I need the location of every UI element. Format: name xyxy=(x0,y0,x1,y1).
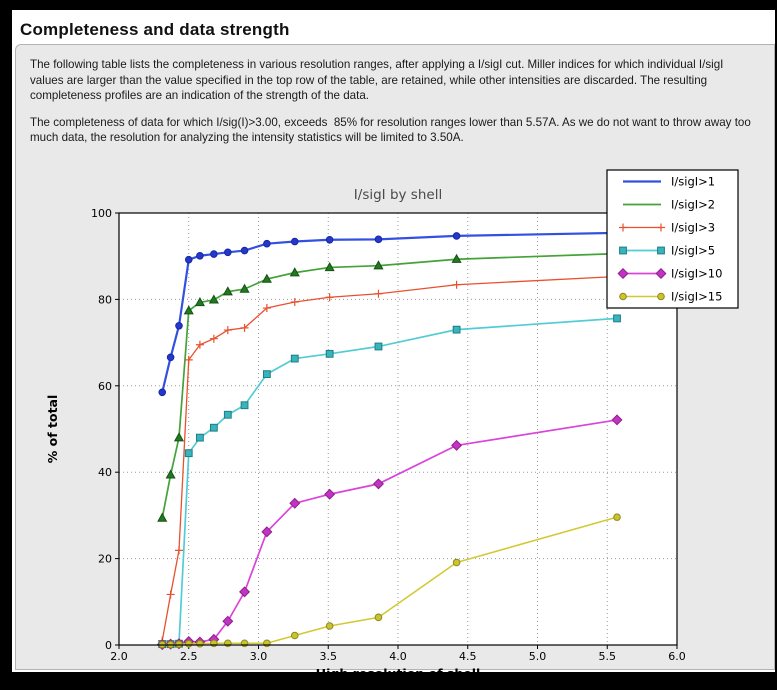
plot-frame xyxy=(118,212,678,646)
completeness-figure: 2.0 2.5 3.0 3.5 4.0 4.5 5.0 5.5 6.0 0 20 40 60 80 100 I… xyxy=(16,163,776,681)
svg-text:6.0: 6.0 xyxy=(668,650,686,663)
chart-title: I/sigI by shell xyxy=(354,187,442,203)
svg-text:2.5: 2.5 xyxy=(180,650,198,663)
series-I/sigI>15 xyxy=(158,513,621,649)
svg-text:5.5: 5.5 xyxy=(599,650,617,663)
series-I/sigI>3 xyxy=(158,272,622,645)
intro-paragraph-1: The following table lists the completene… xyxy=(30,58,727,103)
completeness-chart-svg: 2.0 2.5 3.0 3.5 4.0 4.5 5.0 5.5 6.0 0 20 40 60 80 100 I… xyxy=(45,169,739,681)
svg-text:20: 20 xyxy=(98,553,112,566)
svg-text:I/sigI>10: I/sigI>10 xyxy=(671,267,722,281)
tick-labels: 2.0 2.5 3.0 3.5 4.0 4.5 5.0 5.5 6.0 0 20 40 60 80 100 xyxy=(91,207,686,663)
x-axis-label: High resolution of shell xyxy=(316,666,481,675)
report-panel: Completeness and data strength The follo… xyxy=(12,10,775,681)
svg-text:5.0: 5.0 xyxy=(529,650,547,663)
svg-text:I/sigI>1: I/sigI>1 xyxy=(671,175,715,189)
page-title: Completeness and data strength xyxy=(20,20,290,39)
svg-text:3.5: 3.5 xyxy=(320,650,338,663)
svg-text:I/sigI>3: I/sigI>3 xyxy=(671,221,715,235)
y-axis-label: % of total xyxy=(45,395,60,464)
intro-paragraph-2: The completeness of data for which I/sig… xyxy=(30,115,755,145)
svg-text:I/sigI>5: I/sigI>5 xyxy=(671,244,715,258)
svg-text:0: 0 xyxy=(105,639,112,652)
svg-text:I/sigI>2: I/sigI>2 xyxy=(671,198,715,212)
svg-text:60: 60 xyxy=(98,380,112,393)
intro-text: The following table lists the completene… xyxy=(16,45,774,146)
svg-text:3.0: 3.0 xyxy=(250,650,268,663)
chart-legend: I/sigI>1 I/sigI>2 I/sigI>3 I/sigI>5 I/sigI>1… xyxy=(606,169,739,309)
svg-text:40: 40 xyxy=(98,466,112,479)
gridlines xyxy=(119,213,677,645)
svg-text:2.0: 2.0 xyxy=(110,650,128,663)
svg-text:I/sigI>15: I/sigI>15 xyxy=(671,290,722,304)
svg-text:100: 100 xyxy=(91,207,112,220)
svg-text:80: 80 xyxy=(98,293,112,306)
svg-text:4.5: 4.5 xyxy=(459,650,477,663)
content-box: The following table lists the completene… xyxy=(15,44,775,681)
tick-marks xyxy=(115,212,678,649)
svg-text:4.0: 4.0 xyxy=(389,650,407,663)
series-I/sigI>2 xyxy=(157,248,623,522)
